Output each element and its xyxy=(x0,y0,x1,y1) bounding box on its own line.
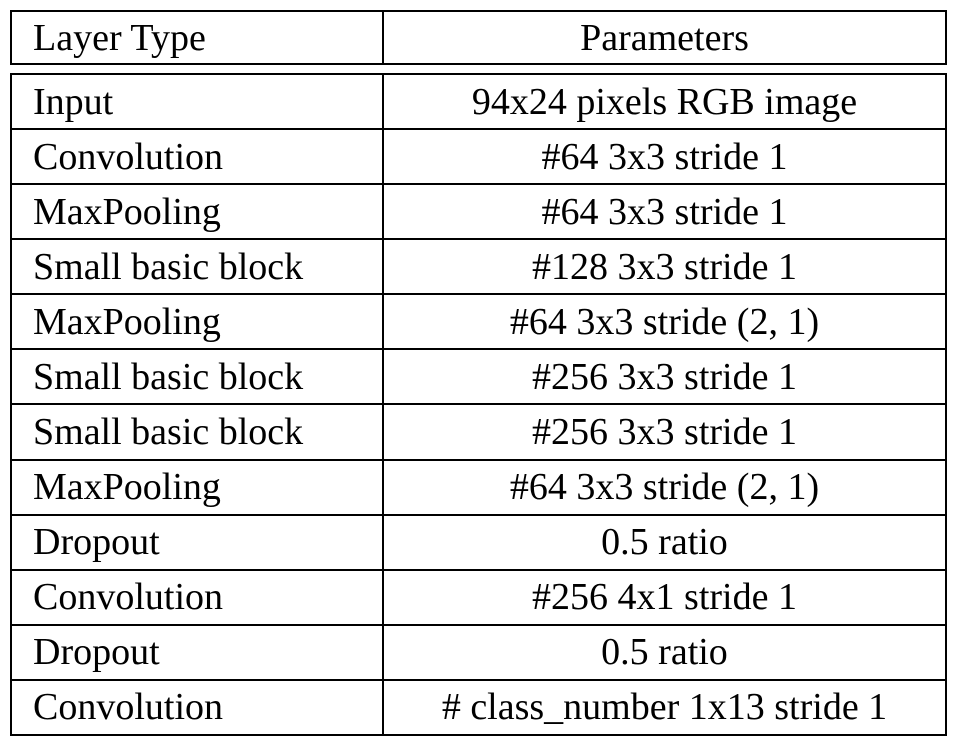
table-row: Small basic block #128 3x3 stride 1 xyxy=(12,238,945,294)
layer-type-cell: Convolution xyxy=(12,680,384,734)
table-row: Convolution # class_number 1x13 stride 1 xyxy=(12,678,945,734)
header-double-rule-gap xyxy=(10,65,947,73)
parameters-cell: #256 3x3 stride 1 xyxy=(532,411,797,453)
architecture-table: Layer Type Parameters Input 94x24 pixels… xyxy=(10,10,947,736)
layer-type-cell: Input xyxy=(12,75,384,129)
layer-type-cell: Dropout xyxy=(12,515,384,569)
layer-type-cell: MaxPooling xyxy=(12,460,384,514)
parameters-cell: #128 3x3 stride 1 xyxy=(532,245,797,288)
parameters-cell: #256 4x1 stride 1 xyxy=(532,576,797,619)
layer-type-cell: Convolution xyxy=(12,130,384,184)
table-row: Small basic block #256 3x3 stride 1 xyxy=(12,348,945,404)
layer-type-cell: Small basic block xyxy=(12,350,384,404)
layer-type-column-header: Layer Type xyxy=(12,12,384,63)
table-header-row: Layer Type Parameters xyxy=(10,10,947,65)
table-row: Dropout 0.5 ratio xyxy=(12,623,945,679)
layer-type-cell: Small basic block xyxy=(12,240,384,294)
layer-type-cell: MaxPooling xyxy=(12,185,384,239)
parameters-cell: 0.5 ratio xyxy=(601,631,728,674)
table-body: Input 94x24 pixels RGB image Convolution… xyxy=(10,73,947,736)
parameters-cell: #64 3x3 stride 1 xyxy=(541,190,788,233)
parameters-cell: 0.5 ratio xyxy=(601,521,728,564)
table-row: Input 94x24 pixels RGB image xyxy=(12,75,945,129)
table-row: Dropout 0.5 ratio xyxy=(12,513,945,569)
parameters-cell: 94x24 pixels RGB image xyxy=(471,80,858,123)
parameters-cell: #64 3x3 stride (2, 1) xyxy=(509,466,820,509)
parameters-cell: # class_number 1x13 stride 1 xyxy=(441,686,888,729)
layer-type-cell: Dropout xyxy=(12,625,384,679)
table-row: MaxPooling #64 3x3 stride (2, 1) xyxy=(12,293,945,349)
table-row: Convolution #256 4x1 stride 1 xyxy=(12,568,945,624)
layer-type-cell: Convolution xyxy=(12,570,384,624)
layer-type-cell: MaxPooling xyxy=(12,295,384,349)
table-row: Small basic block #256 3x3 stride 1 xyxy=(12,403,945,459)
parameters-column-header: Parameters xyxy=(580,16,749,59)
table-row: Convolution #64 3x3 stride 1 xyxy=(12,128,945,184)
parameters-cell: #256 3x3 stride 1 xyxy=(532,355,797,398)
parameters-cell: #64 3x3 stride (2, 1) xyxy=(509,300,820,343)
layer-type-cell: Small basic block xyxy=(12,405,384,459)
table-row: MaxPooling #64 3x3 stride (2, 1) xyxy=(12,458,945,514)
parameters-cell: #64 3x3 stride 1 xyxy=(541,135,788,178)
table-row: MaxPooling #64 3x3 stride 1 xyxy=(12,183,945,239)
